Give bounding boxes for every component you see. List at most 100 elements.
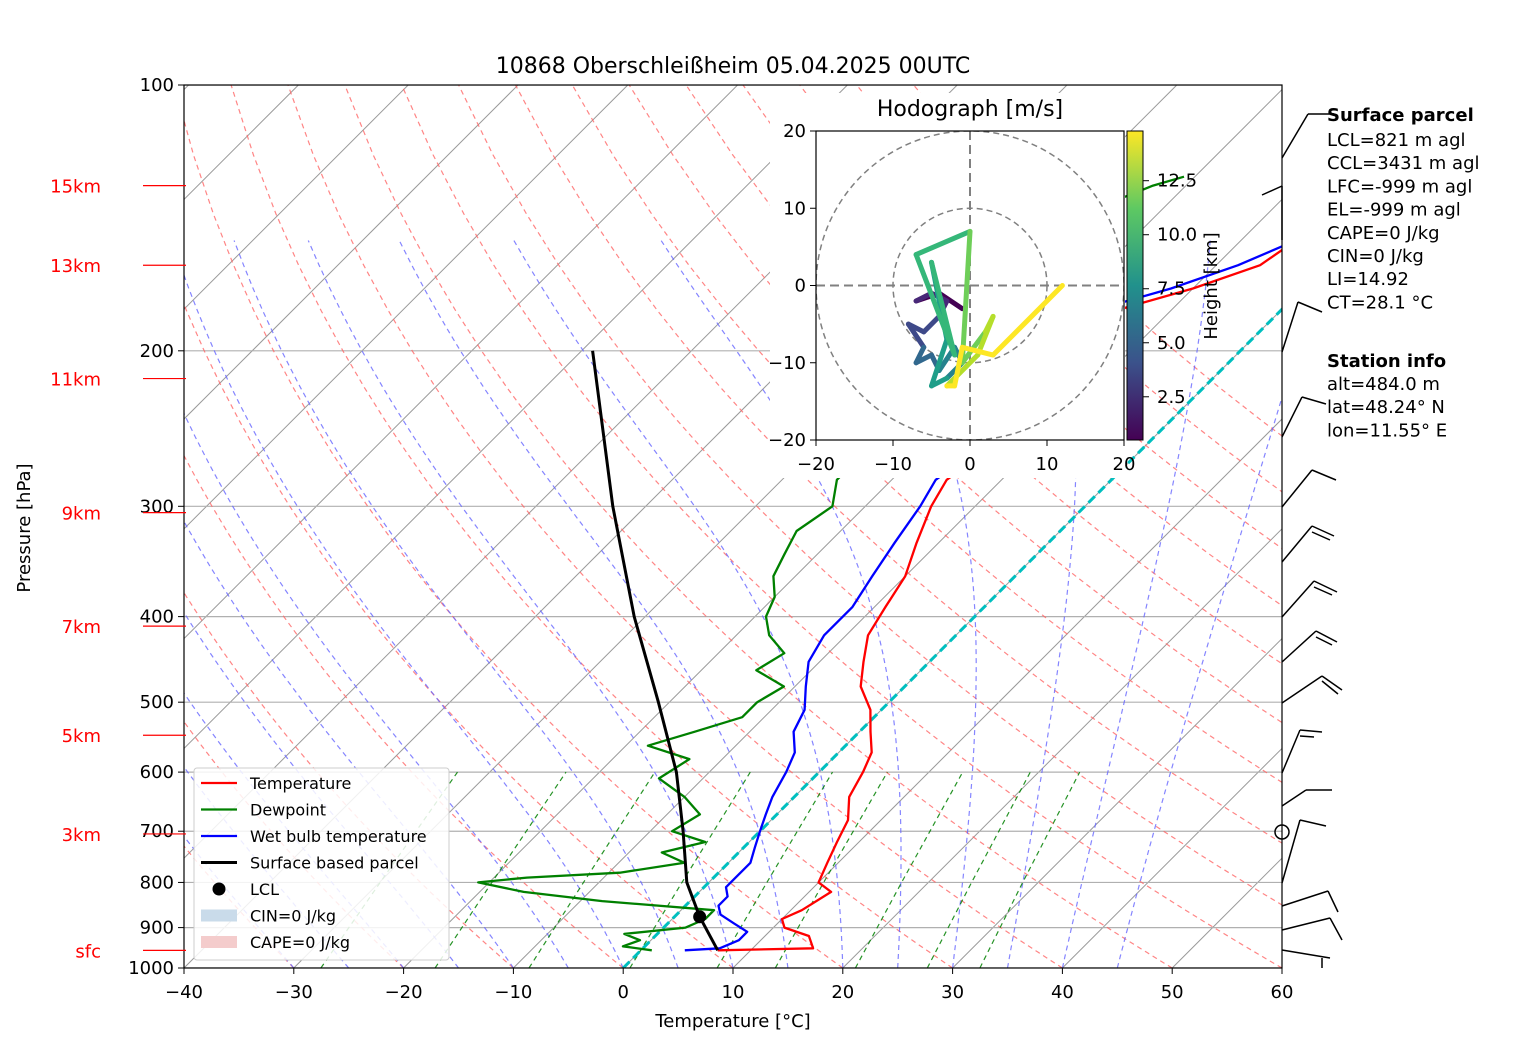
x-tick-label: −20 [385, 982, 423, 1003]
hodograph-x-tick-label: −10 [874, 454, 912, 475]
hodograph-segment [929, 337, 950, 389]
hodograph-segment [952, 344, 965, 389]
x-tick-label: 10 [722, 982, 745, 1003]
hodograph-segment [905, 321, 927, 350]
surface-parcel-line: CT=28.1 °C [1327, 292, 1433, 313]
mixing-ratio-line [434, 771, 567, 968]
wind-barb [1299, 819, 1327, 827]
dry-adiabat [458, 85, 1282, 906]
hodograph: Hodograph [m/s] −20 −20 −10 −10 0 0 10 10 20 20 2… [768, 93, 1222, 478]
legend-box [193, 767, 450, 961]
legend-swatch [212, 882, 226, 896]
isotherm [184, 85, 519, 420]
mixing-ratio-line [774, 771, 888, 968]
mixing-ratio-line [629, 771, 751, 968]
dry-adiabat [514, 85, 1282, 844]
colorbar-tick-label: 2.5 [1157, 387, 1186, 408]
x-tick-label: 40 [1051, 982, 1074, 1003]
y-tick-label: 1000 [128, 958, 174, 979]
x-axis-label: Temperature [°C] [654, 1011, 810, 1032]
wind-barb [1297, 301, 1323, 313]
isotherm [842, 528, 1282, 968]
hodograph-segment [913, 352, 934, 366]
y-tick-label: 100 [140, 75, 174, 96]
hodograph-x-tick-label: 20 [1113, 454, 1136, 475]
wind-barb [1321, 680, 1339, 695]
hodograph-y-tick-label: −20 [768, 430, 806, 451]
wind-barb [1281, 525, 1313, 563]
isotherm [1062, 747, 1282, 968]
colorbar-tick-label: 7.5 [1157, 279, 1186, 300]
x-tick-label: −40 [165, 982, 203, 1003]
y-tick-label: 300 [140, 496, 174, 517]
legend-swatch [201, 936, 237, 948]
isotherm [513, 198, 1282, 968]
y-tick-label: 600 [140, 762, 174, 783]
hodograph-y-tick-label: −10 [768, 353, 806, 374]
colorbar [1126, 130, 1144, 441]
surface-parcel-line: LFC=-999 m agl [1327, 176, 1472, 197]
colorbar-tick-label: 5.0 [1157, 333, 1186, 354]
wind-barb [1313, 586, 1333, 596]
hodograph-segment [990, 283, 1065, 358]
colorbar-tick-label: 12.5 [1157, 171, 1197, 192]
wind-barb [1311, 531, 1331, 541]
wind-barb [1315, 630, 1338, 643]
calm-wind-marker [1274, 824, 1290, 840]
y-tick-label: 400 [140, 607, 174, 628]
wind-barb [1299, 729, 1323, 733]
wind-barb [1301, 396, 1327, 405]
wind-barb [1281, 469, 1313, 508]
dry-adiabat [184, 454, 624, 968]
x-tick-label: 60 [1271, 982, 1294, 1003]
wind-barb [1281, 819, 1301, 884]
wind-barb [1315, 636, 1333, 646]
moist-adiabat [184, 273, 624, 968]
station-info-line: alt=484.0 m [1327, 374, 1440, 395]
mixing-ratio-line [528, 771, 656, 968]
legend-label: LCL [250, 880, 279, 899]
height-label: 11km [50, 370, 101, 391]
wind-barb [1299, 735, 1315, 738]
dry-adiabat [344, 85, 1173, 968]
colorbar-label: Height [km] [1201, 232, 1222, 339]
moist-adiabat [184, 520, 514, 968]
colorbar-tick-label: 10.0 [1157, 225, 1197, 246]
moist-adiabat [1061, 240, 1211, 968]
x-tick-label: −30 [275, 982, 313, 1003]
isotherm [952, 637, 1282, 968]
hodograph-x-tick-label: 10 [1036, 454, 1059, 475]
x-tick-label: 0 [617, 982, 628, 1003]
y-axis-label: Pressure [hPa] [14, 463, 35, 592]
y-tick-label: 800 [140, 872, 174, 893]
legend-label: Temperature [249, 774, 351, 793]
surface-parcel-line: CAPE=0 J/kg [1327, 223, 1440, 244]
x-tick-label: 50 [1161, 982, 1184, 1003]
wet-bulb-line [684, 245, 1282, 952]
isotherm [732, 418, 1282, 968]
surface-parcel-line [591, 350, 720, 952]
wind-barb [1281, 113, 1309, 159]
hodograph-x-tick-label: −20 [797, 454, 835, 475]
moist-adiabat [184, 412, 569, 968]
surface-parcel-line: LCL=821 m agl [1327, 130, 1466, 151]
wind-barb [1313, 580, 1338, 593]
wind-barb [1281, 301, 1299, 353]
wind-barb [1281, 580, 1315, 618]
moist-adiabat [513, 240, 844, 968]
mixing-ratio-line [716, 771, 834, 968]
wind-barb [1311, 469, 1337, 481]
height-label: 13km [50, 256, 101, 277]
mixing-ratio-line [979, 771, 1081, 968]
legend-label: CIN=0 J/kg [250, 907, 336, 926]
chart-title: 10868 Oberschleißheim 05.04.2025 00UTC [496, 54, 971, 79]
wind-barb [1281, 890, 1329, 907]
height-label: sfc [75, 941, 101, 962]
isotherm [184, 85, 738, 640]
moist-adiabat [660, 240, 902, 968]
surface-parcel-line: LI=14.92 [1327, 269, 1409, 290]
wind-barb [1321, 675, 1343, 691]
skewt-plot-area: −40 −30 −20 −10 0 10 20 30 40 50 60 10020030040050… [14, 75, 1294, 1032]
